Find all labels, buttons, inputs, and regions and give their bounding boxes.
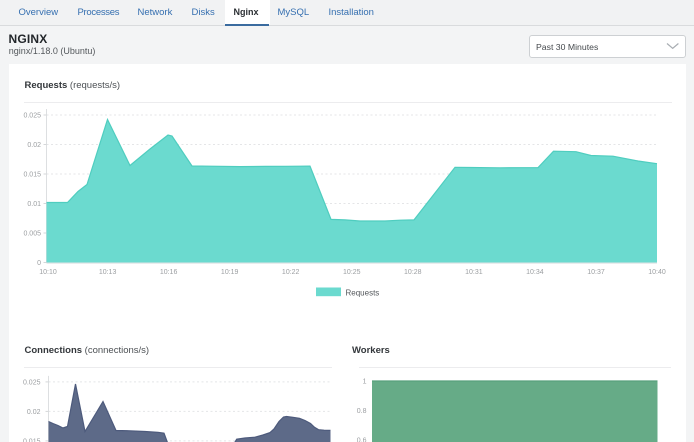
- svg-text:0.02: 0.02: [27, 142, 41, 149]
- svg-text:10:25: 10:25: [343, 269, 361, 276]
- svg-text:0.8: 0.8: [357, 408, 367, 415]
- svg-text:0: 0: [37, 260, 41, 267]
- svg-text:0.6: 0.6: [357, 438, 367, 442]
- svg-text:0.015: 0.015: [23, 438, 41, 442]
- svg-text:10:34: 10:34: [526, 269, 544, 276]
- svg-text:10:37: 10:37: [587, 269, 605, 276]
- svg-text:0.005: 0.005: [23, 231, 41, 238]
- svg-text:10:31: 10:31: [465, 269, 483, 276]
- svg-text:Requests: Requests: [346, 288, 380, 297]
- svg-text:10:22: 10:22: [282, 269, 300, 276]
- svg-text:10:10: 10:10: [39, 269, 57, 276]
- svg-text:10:19: 10:19: [221, 269, 239, 276]
- svg-text:10:16: 10:16: [160, 269, 178, 276]
- svg-text:0.025: 0.025: [23, 113, 41, 120]
- svg-text:0.015: 0.015: [23, 172, 41, 179]
- svg-text:0.02: 0.02: [27, 409, 41, 416]
- svg-text:0.01: 0.01: [27, 201, 41, 208]
- svg-text:1: 1: [363, 379, 367, 386]
- svg-text:0.025: 0.025: [23, 379, 41, 386]
- svg-text:10:13: 10:13: [99, 269, 117, 276]
- svg-text:10:28: 10:28: [404, 269, 422, 276]
- svg-text:10:40: 10:40: [648, 269, 666, 276]
